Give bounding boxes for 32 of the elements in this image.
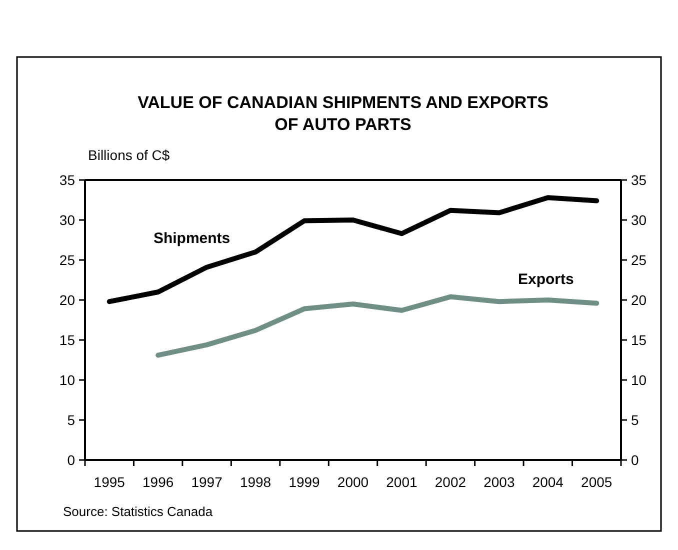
chart-title: VALUE OF CANADIAN SHIPMENTS AND EXPORTS OF AUTO PARTS: [138, 93, 548, 134]
y-tick-label: 30: [59, 212, 76, 228]
y-tick-label: 5: [67, 412, 76, 428]
y2-tick-label: 10: [631, 372, 647, 388]
y2-tick-label: 20: [631, 292, 647, 308]
x-tick-label: 2002: [434, 474, 466, 490]
y2-tick-label: 5: [631, 412, 639, 428]
y-tick-label: 15: [59, 332, 76, 348]
x-tick-label: 1995: [94, 474, 126, 490]
x-tick-label: 1997: [191, 474, 223, 490]
source-note: Source: Statistics Canada: [63, 504, 214, 519]
x-tick-label: 1998: [240, 474, 272, 490]
series-label: Shipments: [153, 230, 230, 248]
y-tick-label: 35: [59, 172, 76, 188]
x-tick-label: 1999: [288, 474, 320, 490]
x-tick-label: 2001: [386, 474, 418, 490]
y2-tick-label: 0: [631, 452, 639, 468]
y2-tick-label: 25: [631, 252, 647, 268]
x-tick-label: 2000: [337, 474, 369, 490]
x-tick-label: 2005: [581, 474, 612, 490]
y2-tick-label: 30: [631, 212, 647, 228]
x-tick-label: 2004: [532, 474, 564, 490]
y-tick-label: 0: [67, 452, 76, 468]
y-tick-label: 25: [59, 252, 76, 268]
y-tick-label: 10: [59, 372, 76, 388]
x-tick-label: 1996: [142, 474, 174, 490]
x-tick-label: 2003: [484, 474, 515, 490]
y-axis-title: Billions of C$: [88, 147, 170, 163]
y2-tick-label: 35: [631, 172, 647, 188]
y2-tick-label: 15: [631, 332, 647, 348]
series-label: Exports: [518, 271, 574, 288]
y-tick-label: 20: [59, 292, 76, 308]
